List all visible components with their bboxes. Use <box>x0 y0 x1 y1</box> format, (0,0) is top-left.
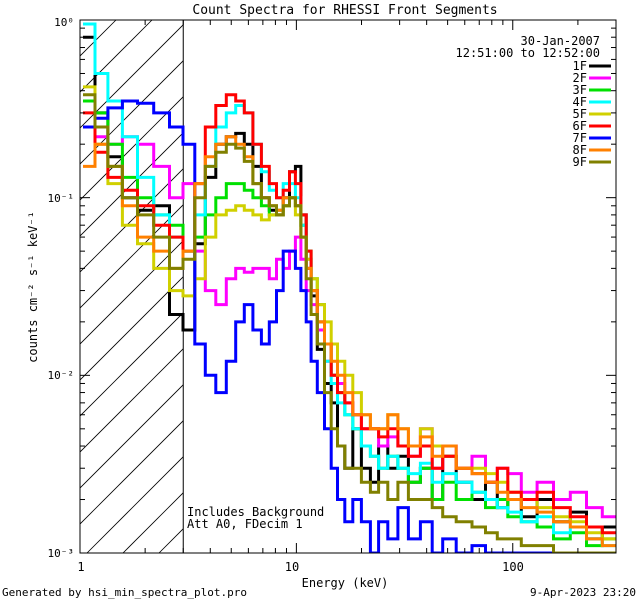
chart-title: Count Spectra for RHESSI Front Segments <box>192 3 497 18</box>
hatch-line <box>80 96 184 201</box>
legend-label-7F: 7F <box>573 131 587 145</box>
series-line-8F <box>83 135 616 548</box>
date-label: 30-Jan-2007 <box>521 34 600 48</box>
hatch-line <box>122 492 184 553</box>
x-axis-label: Energy (keV) <box>302 576 389 590</box>
legend-label-3F: 3F <box>573 83 587 97</box>
legend-label-2F: 2F <box>573 71 587 85</box>
footer-generated-by: Generated by hsi_min_spectra_plot.pro <box>2 586 247 599</box>
series-line-9F <box>83 93 616 553</box>
annotation-attenuator: Att A0, FDecim 1 <box>187 517 303 531</box>
legend-label-8F: 8F <box>573 143 587 157</box>
series-line-2F <box>83 125 616 519</box>
legend-label-4F: 4F <box>573 95 587 109</box>
footer-timestamp: 9-Apr-2023 23:20 <box>530 586 636 599</box>
y-tick-label-1e-2: 10⁻² <box>48 369 75 382</box>
hatch-line <box>80 240 184 345</box>
x-tick-label-10: 10 <box>285 560 299 574</box>
hatch-line <box>80 24 184 129</box>
hatch-line <box>80 132 184 237</box>
y-tick-label-1e-3: 10⁻³ <box>48 547 75 560</box>
series-line-5F <box>83 85 616 541</box>
annotation-background: Includes Background <box>187 505 324 519</box>
hatch-line <box>86 456 184 553</box>
hatch-line <box>80 204 184 309</box>
hatch-line <box>80 20 81 21</box>
hatch-line <box>80 384 184 489</box>
y-axis-label: counts cm⁻² s⁻¹ keV⁻¹ <box>26 211 40 363</box>
legend-label-5F: 5F <box>573 107 587 121</box>
legend-label-9F: 9F <box>573 155 587 169</box>
x-tick-label-100: 100 <box>502 560 524 574</box>
y-tick-label-1e-1: 10⁻¹ <box>48 192 75 205</box>
series-lines <box>83 22 616 553</box>
hatch-line <box>158 528 184 553</box>
series-line-7F <box>83 99 616 553</box>
legend-label-1F: 1F <box>573 59 587 73</box>
background-hatch-region <box>80 20 184 553</box>
legend-label-6F: 6F <box>573 119 587 133</box>
x-tick-label-1: 1 <box>77 560 84 574</box>
hatch-line <box>80 348 184 453</box>
plot-frame <box>79 19 617 554</box>
hatch-line <box>80 60 184 165</box>
axis-ticks <box>79 19 617 554</box>
hatch-line <box>80 20 117 57</box>
hatch-line <box>80 420 184 525</box>
y-tick-label-1e0: 10⁰ <box>54 16 74 29</box>
hatch-line <box>80 276 184 381</box>
time-range-label: 12:51:00 to 12:52:00 <box>456 46 601 60</box>
